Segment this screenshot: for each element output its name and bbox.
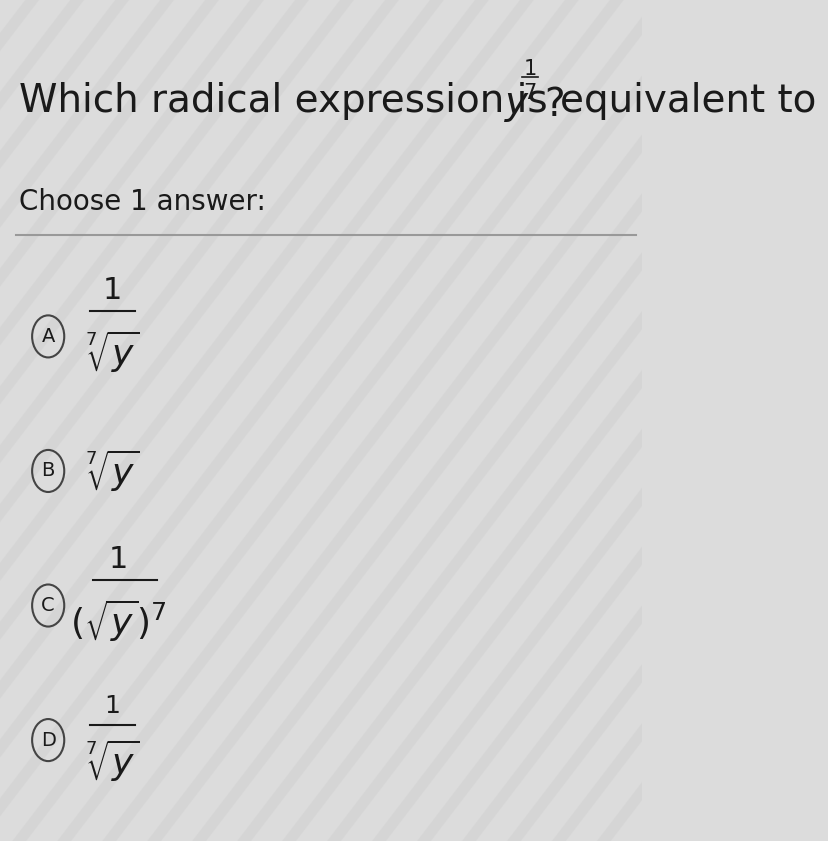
Text: ?: ? xyxy=(543,86,564,124)
Text: 1: 1 xyxy=(522,59,536,79)
Text: $\sqrt[7]{y}$: $\sqrt[7]{y}$ xyxy=(85,738,140,785)
Text: $\sqrt[7]{y}$: $\sqrt[7]{y}$ xyxy=(85,447,140,495)
Text: A: A xyxy=(41,327,55,346)
Text: $\sqrt[7]{y}$: $\sqrt[7]{y}$ xyxy=(85,328,140,375)
Text: D: D xyxy=(41,731,55,749)
Text: 1: 1 xyxy=(104,695,120,718)
Text: $(\sqrt{y})^7$: $(\sqrt{y})^7$ xyxy=(70,597,167,644)
Text: C: C xyxy=(41,596,55,615)
Text: 1: 1 xyxy=(103,276,122,304)
Text: Which radical expression is equivalent to: Which radical expression is equivalent t… xyxy=(19,82,828,120)
Text: $y$: $y$ xyxy=(503,86,530,124)
Text: B: B xyxy=(41,462,55,480)
Text: Choose 1 answer:: Choose 1 answer: xyxy=(19,188,266,216)
Text: 1: 1 xyxy=(109,545,128,574)
Text: 7: 7 xyxy=(522,82,536,103)
